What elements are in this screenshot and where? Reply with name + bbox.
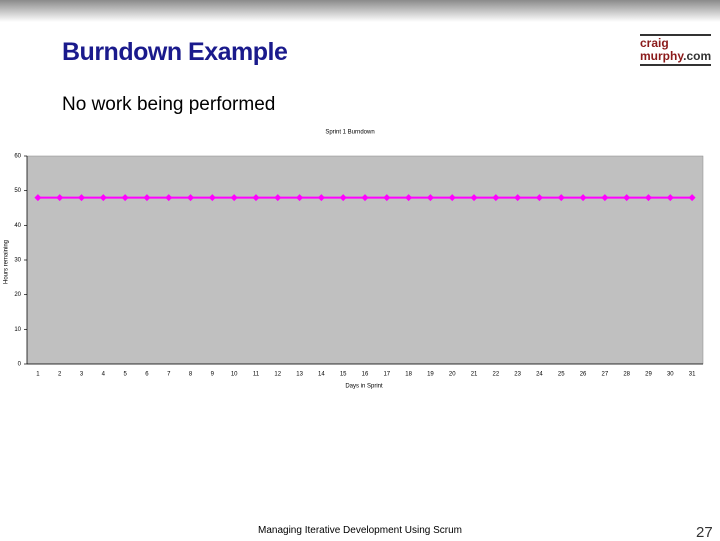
data-point <box>492 194 500 202</box>
x-tick-label: 29 <box>645 372 652 378</box>
data-point <box>121 194 129 202</box>
x-tick-label: 27 <box>602 372 609 378</box>
y-tick-label: 30 <box>14 258 21 264</box>
x-tick-label: 21 <box>471 372 478 378</box>
x-tick-label: 4 <box>102 372 106 378</box>
data-point <box>383 194 391 202</box>
data-point <box>187 194 195 202</box>
data-point <box>99 194 107 202</box>
data-point <box>579 194 587 202</box>
x-tick-label: 25 <box>558 372 565 378</box>
data-point <box>230 194 238 202</box>
x-tick-label: 23 <box>514 372 521 378</box>
data-point <box>535 194 543 202</box>
slide-title: Burndown Example <box>62 38 288 66</box>
data-point <box>339 194 347 202</box>
logo-text: .com <box>683 49 712 63</box>
data-point <box>644 194 652 202</box>
footer: Managing Iterative Development Using Scr… <box>258 525 462 536</box>
x-tick-label: 6 <box>145 372 149 378</box>
x-tick-label: 31 <box>689 372 696 378</box>
x-tick-label: 12 <box>274 372 281 378</box>
data-point <box>666 194 674 202</box>
data-point <box>317 194 325 202</box>
data-point <box>296 194 304 202</box>
x-tick-label: 15 <box>340 372 347 378</box>
plot-area <box>26 155 704 365</box>
data-point <box>557 194 565 202</box>
data-point <box>165 194 173 202</box>
x-tick-label: 2 <box>58 372 62 378</box>
data-point <box>274 194 282 202</box>
x-tick-label: 30 <box>667 372 674 378</box>
page-number: 27 <box>696 524 713 541</box>
x-tick-label: 19 <box>427 372 434 378</box>
data-point <box>361 194 369 202</box>
x-tick-label: 20 <box>449 372 456 378</box>
x-tick-label: 3 <box>80 372 84 378</box>
top-bar <box>0 0 720 22</box>
x-tick-label: 26 <box>580 372 587 378</box>
y-tick-label: 60 <box>14 154 21 160</box>
data-point <box>601 194 609 202</box>
data-point <box>688 194 696 202</box>
data-point <box>623 194 631 202</box>
data-point <box>34 194 42 202</box>
x-tick-label: 9 <box>211 372 215 378</box>
logo-text: craig <box>640 36 669 50</box>
data-point <box>448 194 456 202</box>
data-point <box>405 194 413 202</box>
data-point <box>426 194 434 202</box>
x-tick-label: 11 <box>253 372 260 378</box>
data-point <box>208 194 216 202</box>
x-tick-label: 17 <box>383 372 390 378</box>
x-tick-label: 10 <box>231 372 238 378</box>
data-point <box>143 194 151 202</box>
x-tick-label: 22 <box>492 372 499 378</box>
y-tick-label: 0 <box>18 362 22 368</box>
chart-title: Sprint 1 Burndown <box>325 130 374 136</box>
slide-subtitle: No work being performed <box>62 94 276 115</box>
x-tick-label: 28 <box>623 372 630 378</box>
logo: craig murphy.com <box>640 34 712 66</box>
x-axis-label: Days in Sprint <box>345 384 383 390</box>
x-tick-label: 8 <box>189 372 193 378</box>
logo-text: murphy <box>640 49 684 63</box>
data-point <box>470 194 478 202</box>
data-point <box>252 194 260 202</box>
y-tick-label: 10 <box>14 327 21 333</box>
x-tick-label: 14 <box>318 372 325 378</box>
x-tick-label: 13 <box>296 372 303 378</box>
y-tick-label: 20 <box>14 292 21 298</box>
y-axis-label: Hours remaining <box>4 240 10 284</box>
x-tick-label: 1 <box>36 372 40 378</box>
y-tick-label: 50 <box>14 188 21 194</box>
y-tick-label: 40 <box>14 223 21 229</box>
data-point <box>514 194 522 202</box>
x-tick-label: 7 <box>167 372 171 378</box>
x-tick-label: 18 <box>405 372 412 378</box>
x-tick-label: 16 <box>362 372 369 378</box>
x-tick-label: 24 <box>536 372 543 378</box>
x-tick-label: 5 <box>123 372 127 378</box>
data-point <box>56 194 64 202</box>
data-point <box>78 194 86 202</box>
